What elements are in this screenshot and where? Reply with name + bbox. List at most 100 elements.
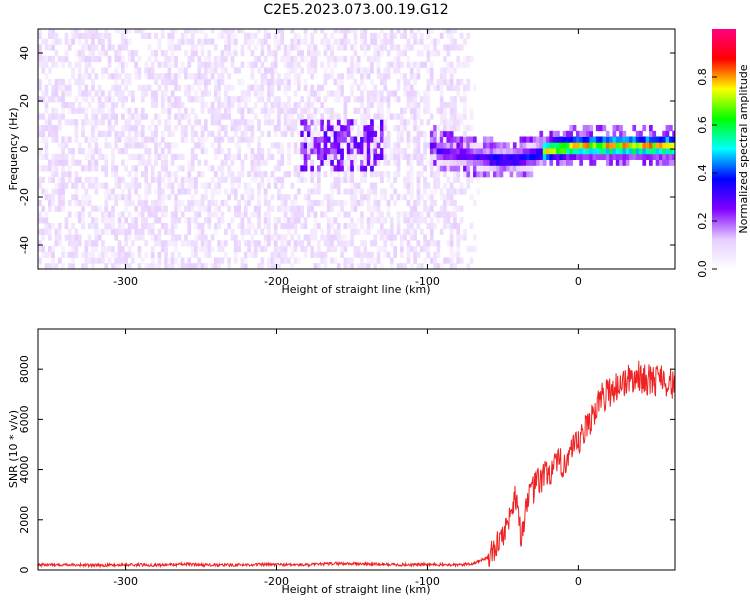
spectrogram-cell	[436, 263, 441, 269]
spectrogram-cell	[200, 61, 205, 68]
spectrogram-cell	[366, 44, 371, 51]
spectrogram-cell	[117, 257, 122, 264]
spectrogram-cell	[67, 148, 72, 155]
spectrogram-cell	[396, 171, 401, 178]
spectrogram-cell	[157, 84, 162, 91]
spectrogram-cell	[652, 136, 657, 143]
spectrogram-cell	[323, 78, 328, 86]
spectrogram-cell	[207, 211, 212, 218]
spectrogram-cell	[373, 194, 378, 201]
spectrogram-cell	[403, 29, 407, 34]
spectrogram-cell	[303, 234, 308, 241]
spectrogram-cell	[393, 142, 397, 149]
spectrogram-cell	[190, 125, 195, 132]
spectrogram-cell	[160, 165, 165, 172]
spectrogram-cell	[366, 107, 371, 114]
spectrogram-cell	[250, 67, 255, 74]
spectrogram-cell	[340, 153, 344, 160]
spectrogram-cell	[131, 142, 135, 149]
spectrogram-cell	[200, 240, 205, 247]
spectrogram-cell	[200, 205, 205, 212]
spectrogram-cell	[566, 153, 570, 160]
spectrogram-cell	[406, 38, 411, 45]
spectrogram-cell	[243, 32, 248, 39]
spectrogram-cell	[117, 240, 122, 247]
spectrogram-cell	[91, 222, 95, 230]
spectrogram-cell	[576, 153, 580, 160]
spectrogram-cell	[409, 61, 414, 68]
spectrogram-cell	[190, 32, 195, 39]
spectrogram-cell	[356, 217, 361, 224]
spectrogram-cell	[366, 67, 371, 74]
spectrogram-cell	[204, 240, 208, 247]
spectrogram-cell	[320, 84, 324, 91]
spectrogram-cell	[157, 113, 162, 120]
spectrogram-cell	[326, 73, 331, 80]
spectrogram-cell	[333, 228, 338, 235]
spectrogram-cell	[632, 142, 637, 149]
spectrogram-cell	[280, 130, 285, 137]
spectrogram-cell	[250, 211, 255, 218]
spectrogram-cell	[107, 90, 112, 97]
spectrogram-cell	[260, 130, 265, 137]
spectrogram-cell	[340, 44, 344, 51]
spectrogram-cell	[273, 228, 278, 235]
spectrogram-cell	[240, 96, 245, 103]
spectrogram-cell	[669, 125, 673, 132]
spectrogram-cell	[170, 61, 175, 68]
spectrogram-cell	[54, 84, 59, 91]
spectrogram-cell	[267, 217, 271, 224]
spectrogram-cell	[74, 182, 79, 189]
spectrogram-cell	[77, 142, 82, 149]
spectrogram-cell	[107, 107, 112, 114]
spectrogram-cell	[164, 73, 168, 80]
spectrogram-cell	[230, 29, 235, 34]
spectrogram-cell	[456, 257, 461, 264]
spectrogram-cell	[317, 153, 321, 160]
spectrogram-cell	[280, 182, 285, 189]
spectrogram-cell	[350, 44, 354, 51]
spectrogram-cell	[622, 136, 627, 143]
spectrogram-cell	[360, 240, 364, 247]
spectrogram-cell	[386, 107, 391, 114]
spectrogram-cell	[383, 159, 388, 166]
spectrogram-cell	[74, 211, 79, 218]
spectrogram-cell	[140, 217, 145, 224]
spectrogram-cell	[154, 263, 158, 269]
spectrogram-cell	[532, 159, 537, 166]
spectrogram-cell	[164, 228, 168, 235]
spectrogram-cell	[38, 96, 42, 103]
spectrogram-cell	[147, 148, 152, 155]
spectrogram-cell	[270, 257, 275, 264]
spectrogram-cell	[114, 50, 119, 57]
spectrogram-cell	[346, 29, 351, 34]
spectrogram-cell	[287, 171, 291, 178]
spectrogram-cell	[449, 199, 454, 207]
spectrogram-cell	[104, 136, 109, 143]
spectrogram-cell	[174, 176, 178, 183]
spectrogram-cell	[127, 246, 132, 253]
spectrogram-cell	[283, 102, 288, 109]
spectrogram-cell	[350, 240, 354, 247]
spectrogram-cell	[67, 240, 72, 247]
spectrogram-cell	[419, 246, 424, 253]
spectrogram-cell	[267, 205, 271, 212]
spectrogram-cell	[177, 234, 182, 241]
spectrogram-cell	[147, 205, 152, 212]
spectrogram-cell	[396, 96, 401, 103]
spectrogram-cell	[340, 199, 344, 207]
spectrogram-cell	[227, 222, 231, 230]
spectrogram-cell	[273, 165, 278, 172]
spectrogram-cell	[413, 96, 417, 103]
spectrogram-cell	[519, 171, 524, 178]
spectrogram-cell	[277, 119, 281, 126]
spectrogram-cell	[54, 165, 59, 172]
spectrogram-cell	[390, 44, 394, 51]
spectrogram-cell	[64, 102, 69, 109]
spectrogram-cell	[396, 113, 401, 120]
spectrogram-cell	[51, 96, 55, 103]
spectrogram-cell	[104, 251, 109, 258]
spectrogram-cell	[217, 125, 221, 132]
spectrogram-cell	[429, 159, 434, 166]
spectrogram-cell	[516, 148, 520, 155]
